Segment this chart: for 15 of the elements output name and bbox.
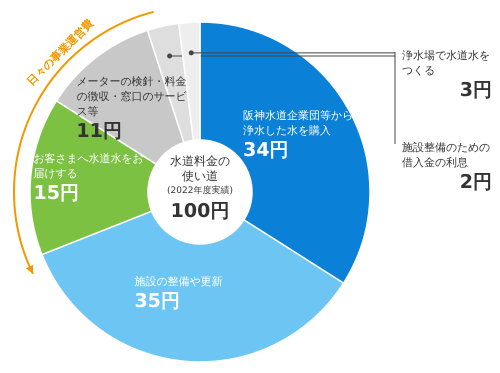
data-label: 15円 [33,181,80,206]
data-label: 2円 [458,170,492,194]
data-label: 11円 [76,118,123,142]
data-label: 34円 [243,138,290,162]
data-label: 3円 [458,78,492,102]
slice-label: メーターの検針・料金の徴収・窓口のサービス等 [76,74,186,118]
slice-label: お客さまへ水道水をお届けする [33,151,144,182]
slice-label: 阪神水道企業団等から浄水した水を購入 [243,108,354,138]
slice-label: 施設整備のための借入金の利息 [402,140,491,170]
slice-label: 浄水場で水道水をつくる [402,48,491,78]
text: (2022年度実績) [166,184,234,198]
slice-label: 施設の整備や更新 [134,274,224,288]
data-label: 35円 [134,288,181,312]
text: 水道料金の使い道 [169,154,231,184]
text: 100円 [170,199,230,223]
